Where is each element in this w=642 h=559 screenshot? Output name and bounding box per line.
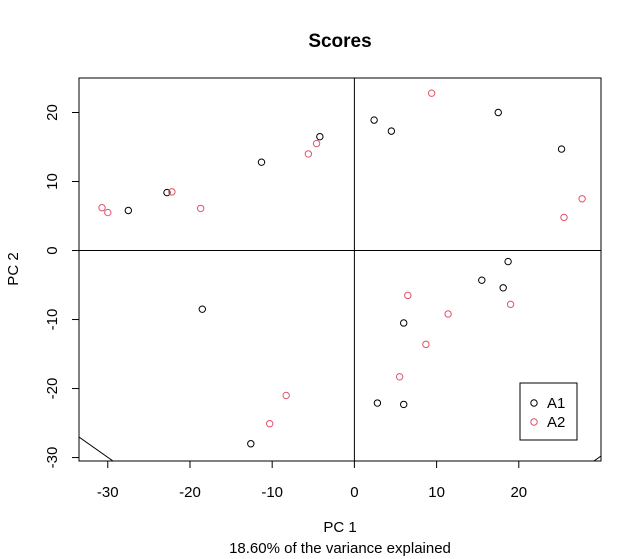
x-tick-label: 10	[428, 484, 445, 501]
y-tick-label: -20	[44, 378, 61, 400]
diagonal-artifact-left	[79, 436, 114, 461]
x-axis: -30 -20 -10 0 10 20	[97, 461, 527, 501]
point-a1	[124, 206, 133, 215]
point-a2	[578, 195, 586, 203]
point-a2	[98, 204, 106, 212]
point-a1	[499, 284, 507, 292]
point-a2	[444, 310, 452, 318]
diagonal-artifact-right	[593, 455, 601, 461]
point-a2	[506, 300, 515, 309]
point-a2	[395, 373, 404, 381]
point-a2	[404, 291, 412, 300]
point-a2	[168, 188, 176, 196]
point-a2	[282, 391, 290, 400]
point-a1	[257, 158, 266, 166]
point-a2	[196, 204, 205, 213]
x-axis-label: PC 1	[323, 519, 356, 536]
chart-title: Scores	[308, 31, 371, 52]
y-tick-label: -30	[44, 447, 61, 469]
point-a2	[427, 89, 436, 97]
plot-frame	[78, 77, 602, 462]
point-a1	[316, 132, 324, 141]
legend-label-a1: A1	[547, 395, 565, 412]
point-a2	[312, 139, 321, 148]
x-tick-label: -10	[261, 484, 283, 501]
point-a1	[387, 127, 396, 135]
point-a1	[370, 116, 378, 124]
y-tick-label: 10	[44, 173, 61, 190]
legend-label-a2: A2	[547, 414, 565, 431]
point-a1	[504, 257, 512, 266]
x-tick-label: -30	[97, 484, 119, 501]
x-tick-label: 20	[510, 484, 527, 501]
point-a1	[400, 400, 408, 409]
point-a1	[557, 145, 566, 153]
point-a1	[373, 399, 382, 407]
point-a2	[304, 150, 313, 158]
y-tick-label: -10	[44, 309, 61, 331]
x-axis-sublabel: 18.60% of the variance explained	[229, 540, 451, 557]
point-a1	[494, 108, 502, 117]
point-a1	[198, 305, 207, 313]
point-a2	[266, 420, 274, 428]
legend-marker-a1	[530, 399, 538, 407]
legend-box	[519, 382, 578, 441]
point-a2	[104, 208, 112, 217]
y-axis-label: PC 2	[5, 252, 22, 285]
point-a1	[400, 319, 408, 327]
point-a1	[478, 276, 486, 284]
point-a1	[163, 188, 171, 197]
x-tick-label: -20	[179, 484, 201, 501]
point-a2	[422, 340, 430, 349]
point-a2	[560, 213, 568, 222]
x-tick-label: 0	[350, 484, 358, 501]
y-tick-label: 20	[44, 104, 61, 121]
point-a1	[247, 440, 255, 448]
y-axis: -30 -20 -10 0 10 20	[44, 104, 79, 468]
legend-marker-a2	[530, 418, 538, 426]
y-tick-label: 0	[44, 246, 61, 254]
